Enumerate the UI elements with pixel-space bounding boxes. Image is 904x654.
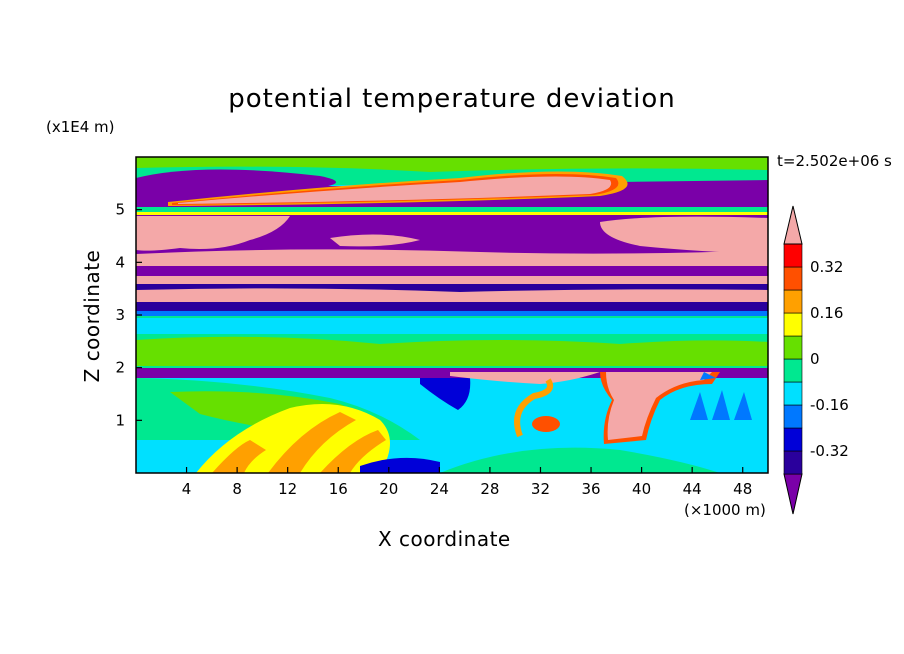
y-tick-label: 1 (115, 411, 125, 429)
band-2-3-lime (136, 336, 768, 366)
colorbar-segment (783, 289, 803, 314)
z-axis-unit: (x1E4 m) (46, 118, 115, 136)
band-3-2-blue (136, 311, 768, 316)
colorbar-tick-label: 0 (810, 350, 820, 368)
pink-plume (606, 372, 712, 440)
y-tick-label: 3 (115, 306, 125, 324)
x-tick-label: 44 (683, 480, 702, 498)
y-tick-label: 2 (115, 359, 125, 377)
pink-lens (178, 176, 612, 204)
blue-dip (420, 378, 471, 410)
colorbar-tick-label: -0.32 (810, 442, 849, 460)
band-4-5-pink-right (600, 216, 768, 254)
blue-base (360, 457, 440, 473)
x-tick-label: 16 (329, 480, 348, 498)
heatmap-field (136, 157, 768, 473)
colorbar-segment (783, 358, 803, 383)
x-tick-label: 4 (182, 480, 192, 498)
colorbar-segment (783, 381, 803, 406)
band-2-3-cyan (136, 318, 768, 334)
green-base (440, 447, 720, 473)
x-tick-label: 32 (531, 480, 550, 498)
blue-fingers (690, 372, 752, 420)
colorbar-segment (783, 266, 803, 291)
colorbar-min-arrow (783, 473, 803, 515)
x-tick-label: 24 (430, 480, 449, 498)
band-top-green (136, 157, 768, 172)
x-tick-label: 40 (632, 480, 651, 498)
orange-arc (514, 378, 554, 438)
sep-5 (136, 207, 768, 213)
colorbar-segment (783, 404, 803, 429)
x-tick-label: 8 (232, 480, 242, 498)
colorbar-tick-label: 0.32 (810, 258, 843, 276)
colorbar-segment (783, 335, 803, 360)
band-3-3-purple (136, 302, 768, 312)
x-tick-label: 28 (480, 480, 499, 498)
colorbar-segment (783, 243, 803, 268)
plume-orange-2 (268, 412, 356, 473)
colorbar-tick-label: -0.16 (810, 396, 849, 414)
time-label: t=2.502e+06 s (777, 152, 892, 170)
orange-blob-32 (532, 416, 560, 432)
colorbar-segment (783, 427, 803, 452)
x-tick-label: 36 (581, 480, 600, 498)
pink-patch-30 (450, 372, 600, 384)
x-axis-label: X coordinate (378, 527, 511, 551)
x-tick-label: 20 (379, 480, 398, 498)
band-3-6-purple (136, 284, 768, 292)
x-axis-unit: (×1000 m) (684, 501, 766, 519)
colorbar-tick-label: 0.16 (810, 304, 843, 322)
x-tick-label: 12 (278, 480, 297, 498)
chart-title: potential temperature deviation (228, 84, 676, 114)
y-tick-label: 5 (115, 201, 125, 219)
sep-5b (136, 212, 768, 215)
plume-orange-1 (212, 440, 266, 473)
band-4-5-pink-left (136, 216, 290, 251)
colorbar-segment (783, 450, 803, 475)
x-tick-label: 48 (733, 480, 752, 498)
band-4-5-pink-centre (330, 234, 420, 247)
colorbar-segment (783, 312, 803, 337)
colorbar-max-arrow (783, 205, 803, 245)
plume-orange-3 (320, 430, 386, 473)
band-3-5-pink (136, 288, 768, 306)
band-4-purple (136, 266, 768, 278)
y-tick-label: 4 (115, 253, 125, 271)
band-4-pink2 (136, 276, 768, 286)
